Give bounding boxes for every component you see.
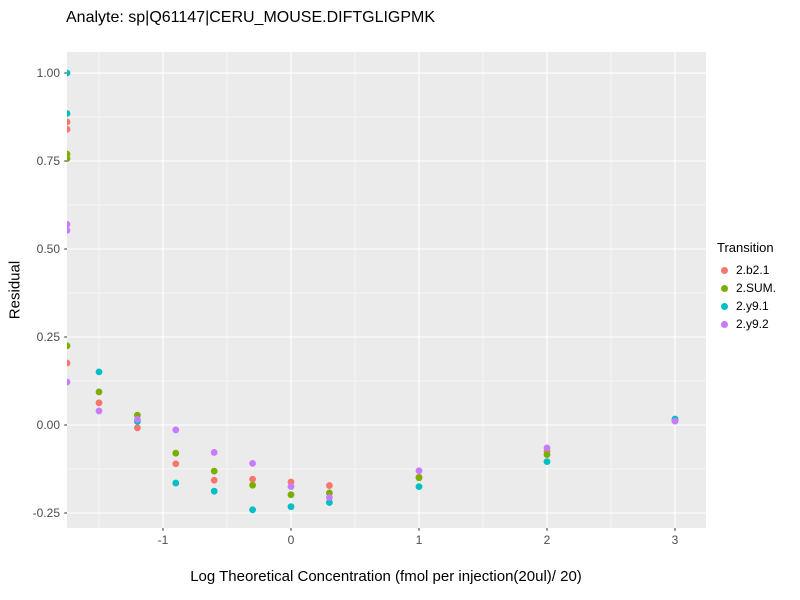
data-point-2.SUM. (95, 388, 103, 396)
data-point-2.y9.2 (671, 417, 679, 425)
data-point-2.SUM. (415, 474, 423, 482)
data-point-2.y9.1 (172, 479, 180, 487)
data-point-2.y9.1 (325, 499, 333, 506)
data-point-2.b2.1 (67, 118, 71, 126)
data-point-2.SUM. (172, 449, 180, 457)
data-point-2.SUM. (67, 155, 71, 162)
data-point-2.b2.1 (133, 424, 141, 432)
data-point-2.y9.1 (67, 69, 71, 77)
data-point-2.y9.2 (95, 407, 103, 415)
legend-items: 2.b2.1 2.SUM. 2.y9.1 2.y9.2 (717, 261, 776, 333)
data-point-2.y9.2 (67, 220, 71, 228)
data-point-2.y9.1 (543, 458, 551, 466)
data-point-2.b2.1 (95, 399, 103, 407)
data-point-2.SUM. (287, 491, 295, 499)
data-point-2.SUM. (210, 467, 218, 475)
y-tick-label: 0.50 (37, 242, 61, 256)
data-point-2.y9.2 (543, 444, 551, 452)
data-point-2.SUM. (543, 451, 551, 458)
legend-item: 2.y9.2 (717, 315, 776, 333)
y-tick-label: 0.75 (37, 154, 61, 168)
x-tick-label: 2 (544, 533, 551, 547)
legend-item: 2.SUM. (717, 279, 776, 297)
legend-title: Transition (717, 240, 774, 255)
legend-item: 2.y9.1 (717, 297, 776, 315)
plot-title: Analyte: sp|Q61147|CERU_MOUSE.DIFTGLIGPM… (66, 9, 436, 26)
y-tick-label: -0.25 (33, 506, 61, 520)
data-point-2.y9.1 (67, 110, 71, 117)
legend-swatch-icon (721, 320, 728, 328)
data-point-2.y9.1 (415, 483, 423, 491)
data-point-2.y9.2 (210, 449, 218, 456)
data-point-2.b2.1 (67, 125, 71, 133)
data-point-2.y9.1 (95, 368, 103, 376)
y-axis-title: Residual (6, 260, 24, 320)
data-point-2.y9.2 (133, 415, 141, 423)
legend-item-label: 2.y9.1 (736, 299, 769, 313)
data-point-2.SUM. (67, 342, 71, 350)
x-tick-label: 1 (416, 533, 423, 547)
legend-item-label: 2.y9.2 (736, 317, 769, 331)
x-tick-label: 0 (288, 533, 295, 547)
chart-panel (67, 52, 706, 528)
data-point-2.y9.2 (325, 494, 333, 501)
data-point-2.y9.2 (172, 426, 180, 434)
x-tick-label: -1 (158, 533, 169, 547)
data-point-2.y9.1 (249, 506, 256, 514)
data-point-2.y9.2 (415, 467, 423, 475)
legend-item-label: 2.SUM. (736, 281, 777, 295)
data-point-2.y9.2 (67, 226, 71, 234)
y-tick-label: 1.00 (37, 66, 61, 80)
legend: Transition 2.b2.1 2.SUM. 2.y9.1 2.y9.2 (717, 240, 776, 333)
data-point-2.y9.2 (67, 378, 71, 386)
data-point-2.b2.1 (210, 476, 218, 484)
legend-swatch-icon (721, 302, 728, 310)
data-point-2.y9.2 (287, 483, 295, 491)
x-tick-label: 3 (672, 533, 679, 547)
legend-item: 2.b2.1 (717, 261, 776, 279)
data-point-2.y9.2 (249, 459, 256, 467)
y-tick-label: 0.00 (37, 418, 61, 432)
data-point-2.b2.1 (325, 482, 333, 489)
legend-swatch-icon (721, 284, 728, 292)
points-layer (67, 69, 679, 514)
data-point-2.y9.1 (210, 487, 218, 495)
y-tick-label: 0.25 (37, 330, 61, 344)
data-point-2.b2.1 (67, 359, 71, 367)
data-point-2.b2.1 (249, 475, 256, 483)
data-point-2.y9.1 (287, 503, 295, 511)
x-axis-title: Log Theoretical Concentration (fmol per … (190, 568, 582, 585)
data-point-2.b2.1 (172, 460, 180, 468)
legend-swatch-icon (721, 266, 728, 274)
data-point-2.SUM. (249, 481, 256, 489)
legend-item-label: 2.b2.1 (736, 263, 770, 277)
